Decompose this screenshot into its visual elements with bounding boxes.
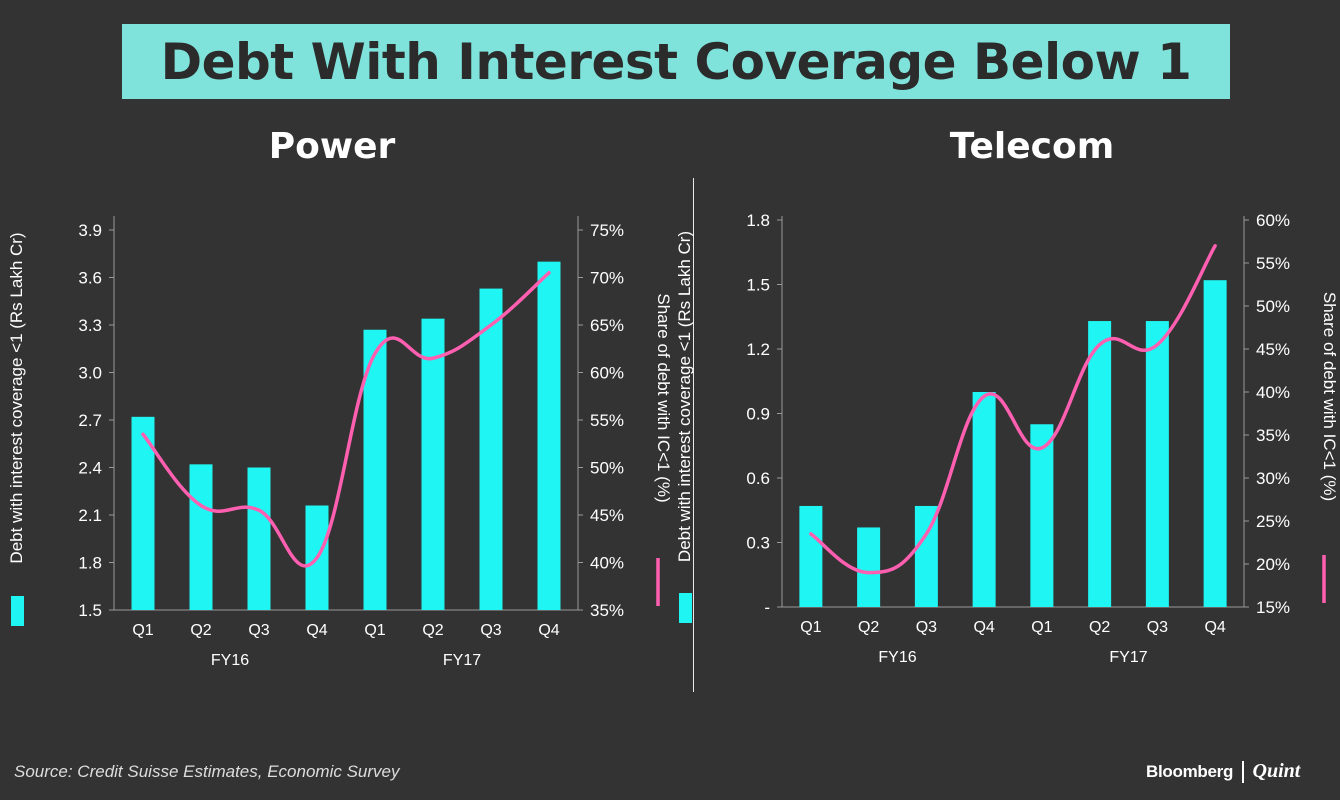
left-tick-label: 3.6 <box>78 269 102 288</box>
left-tick-label: 0.6 <box>746 469 770 488</box>
x-tick-label: Q3 <box>916 619 937 636</box>
bar <box>857 527 881 607</box>
x-tick-label: Q4 <box>973 619 994 636</box>
brand-bloomberg: Bloomberg <box>1146 761 1234 781</box>
bar <box>1088 321 1112 607</box>
page-title: Debt With Interest Coverage Below 1 <box>160 32 1192 91</box>
x-group-label: FY17 <box>1109 649 1147 666</box>
right-tick-label: 25% <box>1256 512 1290 531</box>
chart-title-power: Power <box>268 126 396 167</box>
left-tick-label: 3.3 <box>78 316 102 335</box>
left-tick-label: 3.9 <box>78 221 102 240</box>
x-tick-label: Q2 <box>1089 619 1110 636</box>
x-tick-label: Q3 <box>480 622 501 639</box>
left-tick-label: - <box>764 598 770 617</box>
source-note: Source: Credit Suisse Estimates, Economi… <box>14 762 400 781</box>
bar <box>914 505 938 607</box>
bar <box>972 392 996 607</box>
x-tick-label: Q3 <box>248 622 269 639</box>
bar <box>131 416 155 610</box>
share-line <box>141 271 551 568</box>
right-tick-label: 45% <box>590 506 624 525</box>
brand-separator <box>1242 760 1244 783</box>
x-tick-label: Q4 <box>1204 619 1225 636</box>
x-tick-label: Q1 <box>1031 619 1052 636</box>
left-tick-label: 0.3 <box>746 534 770 553</box>
right-tick-label: 60% <box>590 364 624 383</box>
right-tick-label: 30% <box>1256 469 1290 488</box>
right-tick-label: 35% <box>1256 426 1290 445</box>
right-tick-label: 40% <box>1256 383 1290 402</box>
right-tick-label: 45% <box>1256 340 1290 359</box>
chart-title-telecom: Telecom <box>949 126 1115 167</box>
x-tick-label: Q1 <box>132 622 153 639</box>
left-tick-label: 0.9 <box>746 405 770 424</box>
right-tick-label: 50% <box>590 459 624 478</box>
bar <box>247 467 271 610</box>
chart-divider <box>693 178 694 692</box>
x-tick-label: Q2 <box>190 622 211 639</box>
right-tick-label: 70% <box>590 269 624 288</box>
bar <box>421 318 445 610</box>
right-tick-label: 55% <box>590 411 624 430</box>
x-tick-label: Q3 <box>1147 619 1168 636</box>
share-line <box>809 244 1217 575</box>
bar <box>1203 280 1227 607</box>
bar <box>799 505 823 607</box>
left-tick-label: 3.0 <box>78 364 102 383</box>
x-group-label: FY16 <box>211 652 249 669</box>
bar <box>537 261 561 610</box>
left-tick-label: 1.5 <box>78 601 102 620</box>
x-tick-label: Q2 <box>858 619 879 636</box>
x-group-label: FY17 <box>443 652 481 669</box>
right-tick-label: 15% <box>1256 598 1290 617</box>
right-tick-label: 20% <box>1256 555 1290 574</box>
left-tick-label: 1.2 <box>746 340 770 359</box>
bar <box>1030 424 1054 607</box>
left-tick-label: 2.7 <box>78 411 102 430</box>
right-axis-title: Share of debt with IC<1 (%) <box>1320 292 1339 501</box>
left-tick-label: 1.8 <box>78 554 102 573</box>
left-tick-label: 1.5 <box>746 276 770 295</box>
left-tick-label: 2.4 <box>78 459 102 478</box>
brand-logo: Bloomberg Quint <box>1146 760 1300 783</box>
bar <box>363 329 387 610</box>
right-tick-label: 75% <box>590 221 624 240</box>
left-axis-title: Debt with interest coverage <1 (Rs Lakh … <box>675 231 694 562</box>
left-tick-label: 1.8 <box>746 211 770 230</box>
x-tick-label: Q1 <box>364 622 385 639</box>
bar <box>479 288 503 610</box>
right-tick-label: 35% <box>590 601 624 620</box>
right-axis-title: Share of debt with IC<1 (%) <box>654 293 673 502</box>
bar-legend-swatch <box>11 596 24 626</box>
bar-legend-swatch <box>679 593 692 623</box>
right-tick-label: 50% <box>1256 297 1290 316</box>
x-tick-label: Q1 <box>800 619 821 636</box>
x-tick-label: Q4 <box>538 622 559 639</box>
right-tick-label: 55% <box>1256 254 1290 273</box>
x-group-label: FY16 <box>878 649 916 666</box>
right-tick-label: 60% <box>1256 211 1290 230</box>
title-banner: Debt With Interest Coverage Below 1 <box>122 24 1230 99</box>
right-tick-label: 65% <box>590 316 624 335</box>
brand-quint: Quint <box>1252 760 1301 782</box>
left-axis-title: Debt with interest coverage <1 (Rs Lakh … <box>7 232 26 563</box>
bar <box>1145 321 1169 607</box>
left-tick-label: 2.1 <box>78 506 102 525</box>
x-tick-label: Q4 <box>306 622 327 639</box>
x-tick-label: Q2 <box>422 622 443 639</box>
right-tick-label: 40% <box>590 554 624 573</box>
